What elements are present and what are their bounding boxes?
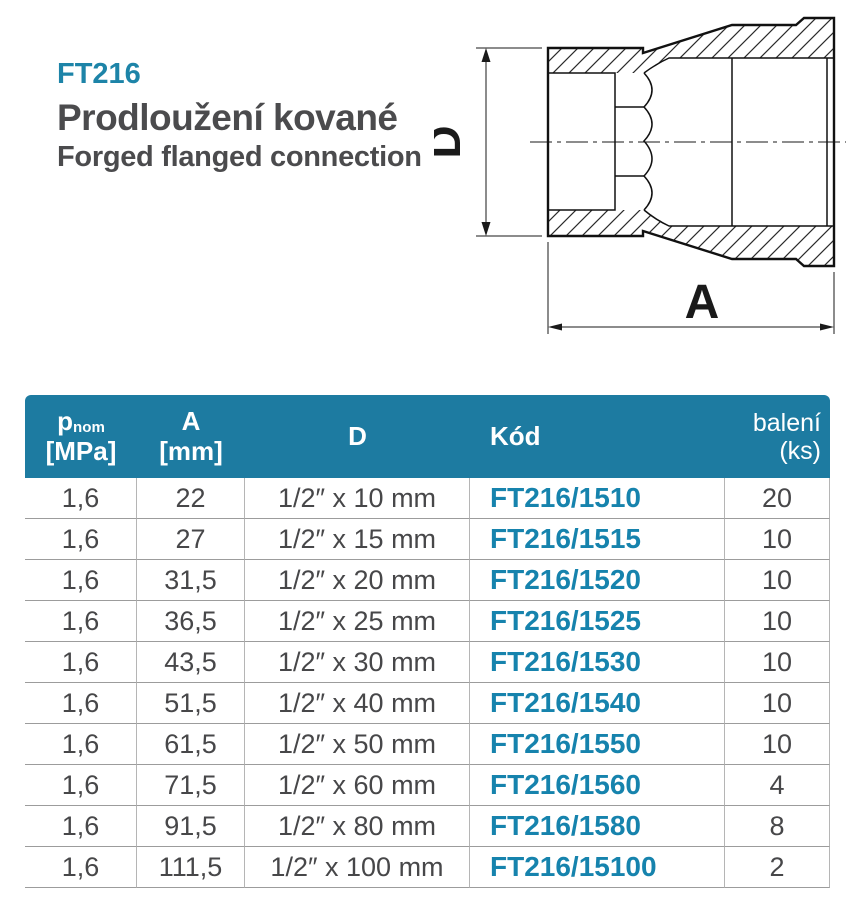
cell-d: 1/2″ x 50 mm [245, 724, 470, 765]
cell-a-mm: 111,5 [137, 847, 245, 888]
header-kod: Kód [470, 395, 725, 478]
cell-a-mm: 36,5 [137, 601, 245, 642]
table-row: 1,6 111,5 1/2″ x 100 mm FT216/15100 2 [25, 847, 830, 888]
cell-d: 1/2″ x 15 mm [245, 519, 470, 560]
spec-table: pnom [MPa] A [mm] D Kód balení (ks) 1,6 2… [25, 395, 830, 888]
cell-baleni: 8 [725, 806, 830, 847]
cell-baleni: 10 [725, 519, 830, 560]
cell-a-mm: 71,5 [137, 765, 245, 806]
table-row: 1,6 51,5 1/2″ x 40 mm FT216/1540 10 [25, 683, 830, 724]
dimension-d [476, 47, 542, 237]
table-row: 1,6 36,5 1/2″ x 25 mm FT216/1525 10 [25, 601, 830, 642]
cell-pnom: 1,6 [25, 519, 137, 560]
cell-d: 1/2″ x 10 mm [245, 478, 470, 519]
cell-pnom: 1,6 [25, 683, 137, 724]
cell-d: 1/2″ x 60 mm [245, 765, 470, 806]
cell-a-mm: 22 [137, 478, 245, 519]
header-p-unit: [MPa] [45, 435, 117, 466]
dim-label-d: D [434, 125, 470, 158]
cell-kod: FT216/1530 [470, 642, 725, 683]
cell-a-mm: 43,5 [137, 642, 245, 683]
cell-pnom: 1,6 [25, 847, 137, 888]
cell-baleni: 10 [725, 560, 830, 601]
cell-pnom: 1,6 [25, 806, 137, 847]
header-baleni-line2: (ks) [779, 436, 821, 465]
table-row: 1,6 43,5 1/2″ x 30 mm FT216/1530 10 [25, 642, 830, 683]
header-p-main: p [57, 406, 74, 437]
cell-d: 1/2″ x 80 mm [245, 806, 470, 847]
cell-a-mm: 31,5 [137, 560, 245, 601]
cell-d: 1/2″ x 25 mm [245, 601, 470, 642]
product-code: FT216 [57, 58, 141, 90]
cell-a-mm: 61,5 [137, 724, 245, 765]
cell-d: 1/2″ x 100 mm [245, 847, 470, 888]
cell-baleni: 10 [725, 642, 830, 683]
cell-baleni: 10 [725, 601, 830, 642]
table-row: 1,6 22 1/2″ x 10 mm FT216/1510 20 [25, 478, 830, 519]
header-a-main: A [181, 406, 201, 437]
cell-kod: FT216/1550 [470, 724, 725, 765]
section-wall-bottom [548, 210, 834, 266]
cell-baleni: 10 [725, 683, 830, 724]
product-title-english: Forged flanged connection [57, 141, 422, 174]
cell-kod: FT216/1510 [470, 478, 725, 519]
cell-kod: FT216/1525 [470, 601, 725, 642]
cell-d: 1/2″ x 20 mm [245, 560, 470, 601]
cell-d: 1/2″ x 30 mm [245, 642, 470, 683]
spec-table-wrap: pnom [MPa] A [mm] D Kód balení (ks) 1,6 2… [25, 395, 830, 888]
cell-pnom: 1,6 [25, 765, 137, 806]
cell-kod: FT216/1540 [470, 683, 725, 724]
dim-label-a: A [685, 276, 720, 329]
cell-kod: FT216/1580 [470, 806, 725, 847]
cell-kod: FT216/1515 [470, 519, 725, 560]
header-baleni-line1: balení [752, 408, 821, 437]
product-title-czech: Prodloužení kované [57, 97, 398, 139]
cell-kod: FT216/15100 [470, 847, 725, 888]
section-wall-top [548, 18, 834, 73]
fitting-bore-lines [548, 57, 834, 227]
header-a-unit: [mm] [159, 435, 223, 466]
table-row: 1,6 71,5 1/2″ x 60 mm FT216/1560 4 [25, 765, 830, 806]
title-block: FT216 Prodloužení kované Forged flanged … [57, 58, 422, 174]
table-row: 1,6 31,5 1/2″ x 20 mm FT216/1520 10 [25, 560, 830, 601]
header-pnom-mpa: pnom [MPa] [25, 395, 137, 478]
cell-baleni: 20 [725, 478, 830, 519]
table-row: 1,6 27 1/2″ x 15 mm FT216/1515 10 [25, 519, 830, 560]
header-baleni: balení (ks) [725, 395, 830, 478]
cell-kod: FT216/1560 [470, 765, 725, 806]
header-d: D [245, 395, 470, 478]
cell-pnom: 1,6 [25, 560, 137, 601]
cell-baleni: 10 [725, 724, 830, 765]
fitting-outer-profile [546, 16, 836, 268]
cell-baleni: 2 [725, 847, 830, 888]
cell-pnom: 1,6 [25, 642, 137, 683]
cell-a-mm: 27 [137, 519, 245, 560]
cell-pnom: 1,6 [25, 478, 137, 519]
cell-baleni: 4 [725, 765, 830, 806]
cell-d: 1/2″ x 40 mm [245, 683, 470, 724]
dimension-a [547, 242, 835, 334]
cell-kod: FT216/1520 [470, 560, 725, 601]
table-row: 1,6 61,5 1/2″ x 50 mm FT216/1550 10 [25, 724, 830, 765]
header-row: pnom [MPa] A [mm] D Kód balení (ks) [25, 395, 830, 478]
cell-pnom: 1,6 [25, 601, 137, 642]
cell-pnom: 1,6 [25, 724, 137, 765]
technical-drawing: D A [434, 16, 846, 334]
spec-table-header: pnom [MPa] A [mm] D Kód balení (ks) [25, 395, 830, 478]
header-p-sub: nom [73, 419, 105, 437]
spec-table-body: 1,6 22 1/2″ x 10 mm FT216/1510 20 1,6 27 1/2″ x… [25, 478, 830, 888]
cell-a-mm: 91,5 [137, 806, 245, 847]
header-a-mm: A [mm] [137, 395, 245, 478]
cell-a-mm: 51,5 [137, 683, 245, 724]
table-row: 1,6 91,5 1/2″ x 80 mm FT216/1580 8 [25, 806, 830, 847]
